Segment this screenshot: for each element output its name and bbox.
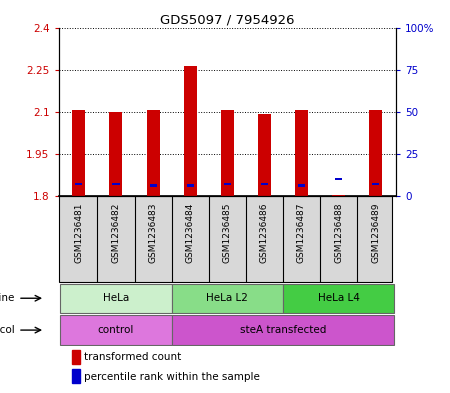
Text: steA transfected: steA transfected	[240, 325, 326, 335]
Text: percentile rank within the sample: percentile rank within the sample	[84, 371, 260, 382]
Text: GSM1236484: GSM1236484	[186, 203, 195, 263]
Bar	[187, 184, 194, 187]
Title: GDS5097 / 7954926: GDS5097 / 7954926	[160, 13, 294, 26]
Bar	[372, 183, 379, 185]
Bar	[60, 316, 171, 345]
Text: transformed count: transformed count	[84, 352, 181, 362]
Bar	[295, 110, 308, 196]
Text: GSM1236485: GSM1236485	[223, 203, 232, 263]
Bar	[369, 110, 382, 196]
Bar	[72, 369, 81, 383]
Bar	[72, 110, 86, 196]
Bar	[109, 112, 122, 196]
Text: HeLa: HeLa	[103, 293, 129, 303]
Bar	[147, 110, 160, 196]
Bar	[60, 284, 171, 313]
Text: GSM1236482: GSM1236482	[112, 203, 121, 263]
Bar	[221, 110, 234, 196]
Bar	[335, 178, 342, 180]
Bar	[112, 183, 120, 185]
Text: GSM1236489: GSM1236489	[371, 203, 380, 263]
Bar	[75, 183, 82, 185]
Text: GSM1236486: GSM1236486	[260, 203, 269, 263]
Text: HeLa L2: HeLa L2	[206, 293, 248, 303]
Bar	[171, 284, 283, 313]
Bar	[332, 195, 345, 196]
Text: GSM1236483: GSM1236483	[148, 203, 157, 263]
Bar	[184, 66, 197, 196]
Text: GSM1236487: GSM1236487	[297, 203, 306, 263]
Text: cell line: cell line	[0, 293, 14, 303]
Text: GSM1236481: GSM1236481	[74, 203, 83, 263]
Text: control: control	[98, 325, 134, 335]
Bar	[224, 183, 231, 185]
Text: GSM1236488: GSM1236488	[334, 203, 343, 263]
Bar	[149, 184, 157, 187]
Text: HeLa L4: HeLa L4	[318, 293, 360, 303]
Bar	[298, 184, 305, 187]
Bar	[171, 316, 394, 345]
Bar	[261, 183, 268, 185]
Bar	[258, 114, 271, 196]
Text: protocol: protocol	[0, 325, 14, 335]
Bar	[283, 284, 394, 313]
Bar	[72, 350, 81, 364]
